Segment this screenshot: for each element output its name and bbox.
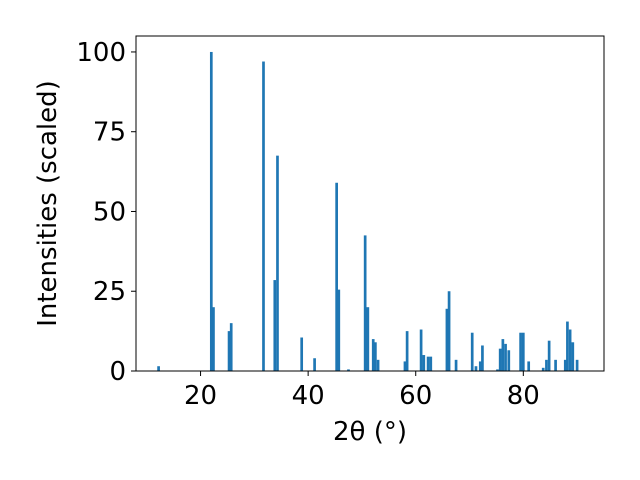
y-axis-label: Intensities (scaled) — [33, 80, 63, 327]
x-axis: 20 40 60 80 — [184, 371, 540, 411]
bar — [566, 321, 569, 371]
y-tick-label: 25 — [93, 277, 126, 307]
plot-frame — [135, 35, 605, 372]
bar — [376, 359, 380, 371]
bar — [481, 345, 484, 371]
bar — [563, 359, 567, 371]
bar — [229, 323, 233, 371]
bar — [501, 339, 505, 371]
bar — [575, 359, 579, 371]
bar — [474, 366, 478, 371]
y-tick-label: 0 — [109, 357, 126, 387]
bar — [273, 280, 277, 371]
x-tick-label: 80 — [507, 381, 540, 411]
bar — [554, 359, 557, 371]
bar — [447, 291, 451, 371]
bar — [547, 340, 551, 371]
bar — [568, 329, 572, 371]
bar — [454, 359, 458, 371]
bar — [519, 332, 522, 371]
bar — [496, 369, 499, 371]
x-axis-label: 2θ (°) — [333, 417, 407, 447]
x-tick-label: 20 — [184, 381, 217, 411]
bar — [422, 355, 426, 371]
x-tick-label: 40 — [292, 381, 325, 411]
bar — [300, 337, 304, 371]
bar — [335, 182, 338, 371]
bar — [419, 329, 423, 371]
bar — [366, 307, 370, 371]
bar — [429, 356, 433, 371]
bar — [313, 358, 316, 371]
bar — [541, 367, 545, 371]
bar — [276, 155, 279, 371]
bar — [405, 331, 409, 371]
bar — [262, 61, 265, 372]
bar — [527, 361, 531, 371]
bar — [209, 51, 213, 371]
x-tick-label: 60 — [399, 381, 432, 411]
bar — [374, 342, 377, 371]
bar — [470, 332, 474, 371]
bar — [403, 361, 407, 371]
bar — [545, 359, 548, 371]
bar — [504, 343, 507, 371]
bar-series — [157, 51, 579, 372]
bar — [478, 361, 482, 371]
bar — [507, 350, 511, 371]
bar — [227, 331, 231, 371]
bar — [371, 339, 375, 371]
bar — [347, 369, 350, 371]
bar — [521, 332, 525, 371]
bar — [337, 289, 341, 371]
bar — [426, 356, 430, 371]
y-tick-label: 75 — [93, 118, 126, 148]
y-tick-label: 100 — [76, 38, 126, 68]
bar — [498, 348, 502, 371]
bar — [157, 366, 160, 371]
y-tick-label: 50 — [93, 197, 126, 227]
y-axis: 0 25 50 75 100 — [76, 38, 136, 387]
bar — [212, 307, 215, 371]
bar — [363, 235, 367, 371]
bar — [571, 342, 575, 371]
bar — [445, 308, 449, 371]
